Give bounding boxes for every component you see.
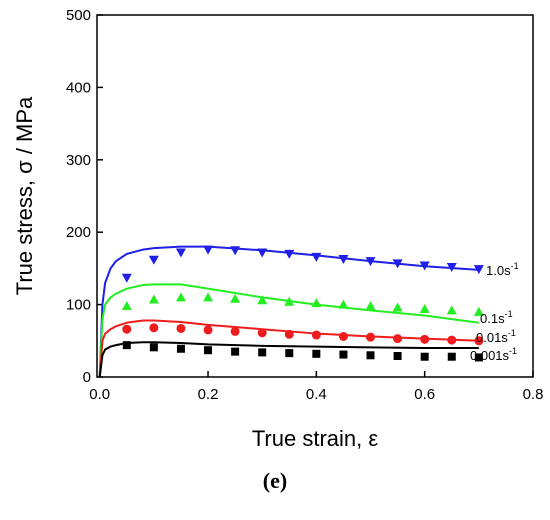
marker [149, 343, 158, 352]
x-tick-label: 0.8 [523, 386, 544, 403]
marker [420, 352, 429, 361]
y-axis-title: True stress, σ / MPa [12, 96, 37, 295]
marker [149, 323, 159, 333]
marker [122, 341, 131, 350]
caption: (e) [263, 468, 287, 493]
marker [148, 255, 159, 265]
marker [148, 294, 159, 304]
series-label-sup: -1 [508, 328, 516, 338]
marker [257, 248, 268, 258]
y-tick-label: 400 [66, 79, 91, 96]
marker [366, 351, 375, 360]
marker [393, 334, 403, 344]
marker [446, 305, 457, 315]
marker [284, 329, 294, 339]
series-line [98, 283, 479, 378]
marker [392, 302, 403, 312]
marker [447, 352, 456, 361]
series-label-sup: -1 [505, 309, 513, 319]
marker [230, 293, 241, 303]
marker [419, 261, 430, 271]
marker [366, 332, 376, 342]
marker [311, 298, 322, 308]
x-tick-label: 0.2 [198, 386, 219, 403]
series-label-sup: -1 [509, 346, 517, 356]
series-line [98, 319, 479, 378]
y-tick-label: 0 [83, 369, 91, 386]
series-label: 0.1s-1 [480, 309, 513, 326]
marker [447, 335, 457, 345]
marker [446, 262, 457, 272]
marker [204, 346, 213, 355]
x-tick-label: 0.6 [414, 386, 435, 403]
marker [420, 334, 430, 344]
marker [365, 301, 376, 311]
marker [257, 295, 268, 305]
marker [393, 352, 402, 361]
marker [312, 349, 321, 358]
marker [122, 324, 132, 334]
marker [338, 299, 349, 309]
marker [203, 245, 214, 255]
series-label: 1.0s-1 [486, 261, 519, 278]
series-label-base: 0.001s [470, 348, 510, 363]
marker [339, 350, 348, 359]
marker [311, 330, 321, 340]
marker [230, 326, 240, 336]
marker [365, 257, 376, 267]
marker [419, 303, 430, 313]
marker [392, 259, 403, 269]
series-label-base: 0.01s [476, 330, 508, 345]
marker [258, 348, 267, 357]
marker [473, 306, 484, 316]
marker [175, 292, 186, 302]
marker [203, 292, 214, 302]
marker [284, 296, 295, 306]
series-label-base: 1.0s [486, 263, 511, 278]
marker [231, 347, 240, 356]
series-label: 0.01s-1 [476, 328, 516, 345]
marker [257, 328, 267, 338]
marker [473, 265, 484, 275]
y-tick-label: 100 [66, 297, 91, 314]
series-label-sup: -1 [511, 261, 519, 271]
marker [474, 336, 484, 346]
marker [338, 254, 349, 264]
x-tick-label: 0.0 [89, 386, 110, 403]
marker [285, 349, 294, 358]
marker [121, 301, 132, 311]
series-label: 0.001s-1 [470, 346, 517, 363]
marker [474, 353, 483, 362]
marker [230, 246, 241, 256]
x-tick-label: 0.4 [306, 386, 327, 403]
marker [121, 273, 132, 283]
series-line [98, 245, 479, 378]
series-line [98, 341, 479, 378]
marker [176, 323, 186, 333]
marker [175, 248, 186, 258]
x-axis-title: True strain, ε [252, 426, 379, 451]
y-tick-label: 500 [66, 7, 91, 24]
marker [284, 249, 295, 259]
marker [311, 252, 322, 262]
y-tick-label: 200 [66, 224, 91, 241]
marker [338, 331, 348, 341]
series-label-base: 0.1s [480, 311, 505, 326]
marker [176, 344, 185, 353]
y-tick-label: 300 [66, 152, 91, 169]
marker [203, 325, 213, 335]
plot-frame [96, 14, 534, 378]
